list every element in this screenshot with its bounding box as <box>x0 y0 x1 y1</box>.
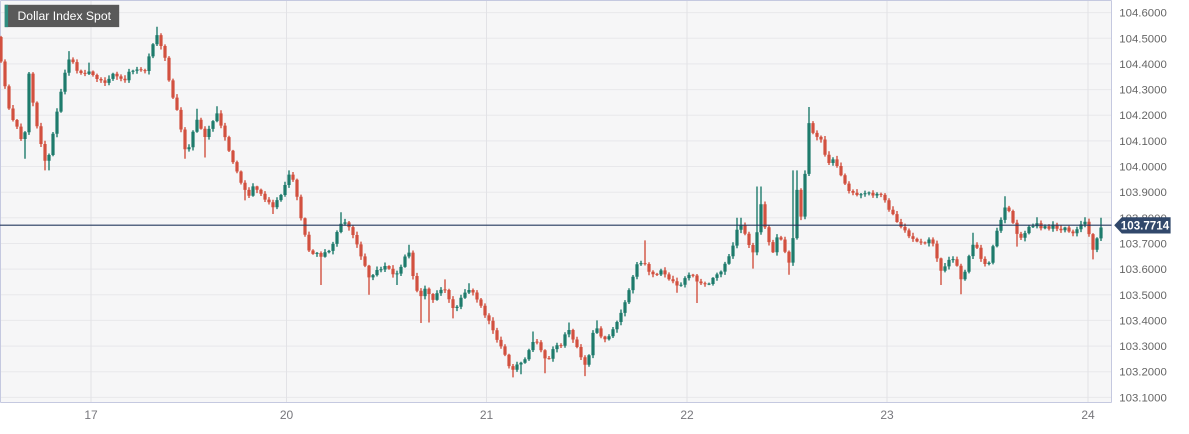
svg-text:103.1000: 103.1000 <box>1119 392 1167 404</box>
svg-text:Dollar Index Spot: Dollar Index Spot <box>18 9 112 23</box>
svg-text:103.9000: 103.9000 <box>1119 187 1167 199</box>
svg-text:103.3000: 103.3000 <box>1119 341 1167 353</box>
svg-text:103.5000: 103.5000 <box>1119 290 1167 302</box>
svg-text:104.1000: 104.1000 <box>1119 136 1167 148</box>
svg-text:104.0000: 104.0000 <box>1119 162 1167 174</box>
svg-text:104.6000: 104.6000 <box>1119 8 1167 20</box>
svg-text:103.6000: 103.6000 <box>1119 264 1167 276</box>
svg-text:24: 24 <box>1081 408 1095 422</box>
svg-text:103.7714: 103.7714 <box>1121 219 1170 232</box>
svg-text:22: 22 <box>680 408 694 422</box>
svg-text:103.2000: 103.2000 <box>1119 367 1167 379</box>
svg-text:104.5000: 104.5000 <box>1119 33 1167 45</box>
svg-text:104.4000: 104.4000 <box>1119 59 1167 71</box>
svg-text:20: 20 <box>280 408 294 422</box>
svg-text:104.3000: 104.3000 <box>1119 85 1167 97</box>
svg-text:103.4000: 103.4000 <box>1119 315 1167 327</box>
svg-text:104.2000: 104.2000 <box>1119 110 1167 122</box>
svg-text:103.7000: 103.7000 <box>1119 239 1167 251</box>
svg-text:23: 23 <box>880 408 894 422</box>
svg-text:21: 21 <box>480 408 494 422</box>
svg-text:17: 17 <box>84 408 98 422</box>
